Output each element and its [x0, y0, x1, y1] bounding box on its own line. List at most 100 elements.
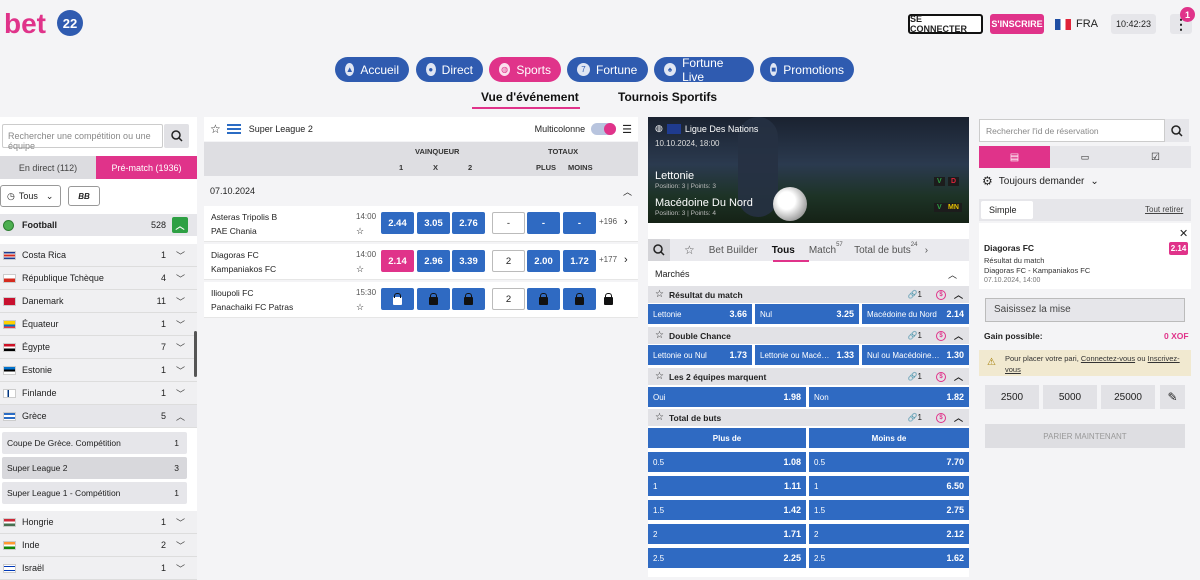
country-row[interactable]: République Tchèque 4 ﹀ [0, 267, 197, 290]
match-row[interactable]: Asteras Tripolis B PAE Chania 14:00 ☆ 2.44… [204, 206, 638, 242]
quick-stake-button[interactable]: 2500 [985, 385, 1039, 409]
tab-live[interactable]: En direct (112) [0, 156, 96, 179]
star-icon[interactable]: ☆ [655, 371, 664, 382]
nav-accueil[interactable]: ▲ Accueil [335, 57, 409, 82]
time-filter-dropdown[interactable]: ◷ Tous ⌄ [0, 185, 61, 207]
odd-1[interactable]: 2.44 [381, 212, 414, 234]
country-row[interactable]: Hongrie 1 ﹀ [0, 511, 197, 534]
tab-event-view[interactable]: Vue d'événement [481, 90, 579, 104]
simple-bet-tab[interactable]: Simple [981, 201, 1033, 219]
market-header[interactable]: ☆ Les 2 équipes marquent 🔗1 $ ︿ [648, 368, 969, 385]
country-row[interactable]: Costa Rica 1 ﹀ [0, 244, 197, 267]
country-row[interactable]: Estonie 1 ﹀ [0, 359, 197, 382]
reservation-search-input[interactable]: Rechercher l'id de réservation [979, 119, 1165, 142]
star-icon[interactable]: ☆ [655, 330, 664, 341]
star-icon[interactable]: ☆ [655, 289, 664, 300]
tab-bet-builder[interactable]: Bet Builder [708, 244, 758, 256]
odd-cell[interactable]: 1 6.50 [809, 476, 969, 496]
odd-cell[interactable]: Non 1.82 [809, 387, 969, 407]
odd-cell[interactable]: Macédoine du Nord 2.14 [862, 304, 969, 324]
tab-total-goals[interactable]: Total de buts 24 [854, 242, 917, 256]
odd-cell[interactable]: Lettonie ou Macé… 1.33 [755, 345, 859, 365]
odd-x[interactable]: 3.05 [417, 212, 450, 234]
odd-cell[interactable]: Nul 3.25 [755, 304, 859, 324]
bet-builder-filter[interactable]: BB [68, 186, 100, 206]
multicolumn-toggle[interactable] [591, 123, 617, 135]
star-icon[interactable]: ☆ [655, 412, 664, 423]
odd-cell[interactable]: 2 1.71 [648, 524, 806, 544]
star-icon[interactable]: ☆ [684, 243, 695, 257]
signup-link[interactable]: Inscrivez-vous [1005, 354, 1180, 374]
star-icon[interactable]: ☆ [356, 264, 365, 274]
match-row[interactable]: Ilioupoli FC Panachaiki FC Patras 15:30 ☆ … [204, 282, 638, 318]
odd-cell[interactable]: Oui 1.98 [648, 387, 806, 407]
language-selector[interactable]: FRA [1055, 14, 1105, 34]
odd-cell[interactable]: 0.5 7.70 [809, 452, 969, 472]
tab-sport-tournaments[interactable]: Tournois Sportifs [618, 90, 718, 104]
odd-cell[interactable]: 2.5 1.62 [809, 548, 969, 568]
competition-search-input[interactable]: Rechercher une compétition ou une équipe [2, 124, 163, 151]
chevron-up-icon[interactable]: ︿ [948, 270, 958, 280]
ticket-tab[interactable]: ▭ [1050, 146, 1120, 168]
signup-button[interactable]: S'INSCRIRE [990, 14, 1044, 34]
odd-2[interactable]: 2.76 [452, 212, 485, 234]
country-row[interactable]: Danemark 11 ﹀ [0, 290, 197, 313]
odd-cell[interactable]: 2.5 2.25 [648, 548, 806, 568]
odd-plus[interactable]: - [527, 212, 560, 234]
nav-fortune[interactable]: 7 Fortune [567, 57, 648, 82]
tab-prematch[interactable]: Pré-match (1936) [96, 156, 197, 179]
search-icon[interactable] [164, 124, 189, 148]
market-header[interactable]: ☆ Total de buts 🔗1 $ ︿ [648, 409, 969, 426]
date-group-header[interactable]: 07.10.2024 ︿ [204, 180, 638, 202]
odd-cell[interactable]: 1.5 1.42 [648, 500, 806, 520]
odd-cell[interactable]: 1 1.11 [648, 476, 806, 496]
sport-football[interactable]: Football 528 ︿ [0, 214, 197, 236]
odd-cell[interactable]: 1.5 2.75 [809, 500, 969, 520]
history-tab[interactable]: ☑ [1120, 146, 1191, 168]
chevron-up-icon[interactable]: ︿ [172, 217, 188, 233]
star-icon[interactable]: ☆ [210, 122, 221, 136]
login-link[interactable]: Connectez-vous [1080, 354, 1136, 363]
odd-cell[interactable]: Lettonie ou Nul 1.73 [648, 345, 752, 365]
competition-item[interactable]: Super League 1 - Compétition 1 [2, 482, 187, 504]
match-row[interactable]: Diagoras FC Kampaniakos FC 14:00 ☆ 2.14 2.… [204, 244, 638, 280]
country-row[interactable]: Finlande 1 ﹀ [0, 382, 197, 405]
nav-fortune-live[interactable]: ♠ Fortune Live [654, 56, 754, 84]
odd-1-selected[interactable]: 2.14 [381, 250, 414, 272]
list-view-icon[interactable]: ☰ [622, 123, 632, 136]
nav-promotions[interactable]: ■ Promotions [760, 57, 854, 82]
market-header[interactable]: ☆ Double Chance 🔗1 $ ︿ [648, 327, 969, 344]
quick-stake-button[interactable]: 25000 [1101, 385, 1155, 409]
place-bet-button[interactable]: PARIER MAINTENANT [985, 424, 1185, 448]
odd-moins[interactable]: 1.72 [563, 250, 596, 272]
odd-cell[interactable]: 0.5 1.08 [648, 452, 806, 472]
tab-all[interactable]: Tous [771, 244, 795, 256]
close-icon[interactable]: ✕ [1179, 228, 1189, 240]
more-markets-count[interactable]: +196 [599, 217, 618, 226]
star-icon[interactable]: ☆ [356, 302, 365, 312]
odds-change-setting[interactable]: ⚙ Toujours demander ⌄ [982, 174, 1099, 188]
more-markets-count[interactable]: +177 [599, 255, 618, 264]
search-icon[interactable] [648, 239, 670, 261]
star-icon[interactable]: ☆ [356, 226, 365, 236]
chevron-right-icon[interactable]: › [624, 254, 628, 266]
country-row[interactable]: Égypte 7 ﹀ [0, 336, 197, 359]
tab-match[interactable]: Match 57 [809, 242, 843, 256]
competition-item[interactable]: Coupe De Grèce. Compétition 1 [2, 432, 187, 454]
search-icon[interactable] [1165, 119, 1189, 142]
odd-plus[interactable]: 2.00 [527, 250, 560, 272]
sidebar-scrollbar[interactable] [194, 331, 197, 377]
country-row[interactable]: Équateur 1 ﹀ [0, 313, 197, 336]
betslip-tab[interactable]: ▤ [979, 146, 1050, 168]
odd-x[interactable]: 2.96 [417, 250, 450, 272]
edit-pencil-icon[interactable]: ✎ [1160, 385, 1185, 409]
quick-stake-button[interactable]: 5000 [1043, 385, 1097, 409]
odd-2[interactable]: 3.39 [452, 250, 485, 272]
stake-input[interactable]: Saisissez la mise [985, 298, 1185, 322]
country-row-expanded[interactable]: Grèce 5 ︿ [0, 405, 197, 428]
login-button[interactable]: SE CONNECTER [908, 14, 983, 34]
odd-cell[interactable]: 2 2.12 [809, 524, 969, 544]
odd-cell[interactable]: Nul ou Macédoine… 1.30 [862, 345, 969, 365]
nav-sports[interactable]: ◍ Sports [489, 57, 561, 82]
chevron-right-icon[interactable]: › [924, 244, 929, 256]
